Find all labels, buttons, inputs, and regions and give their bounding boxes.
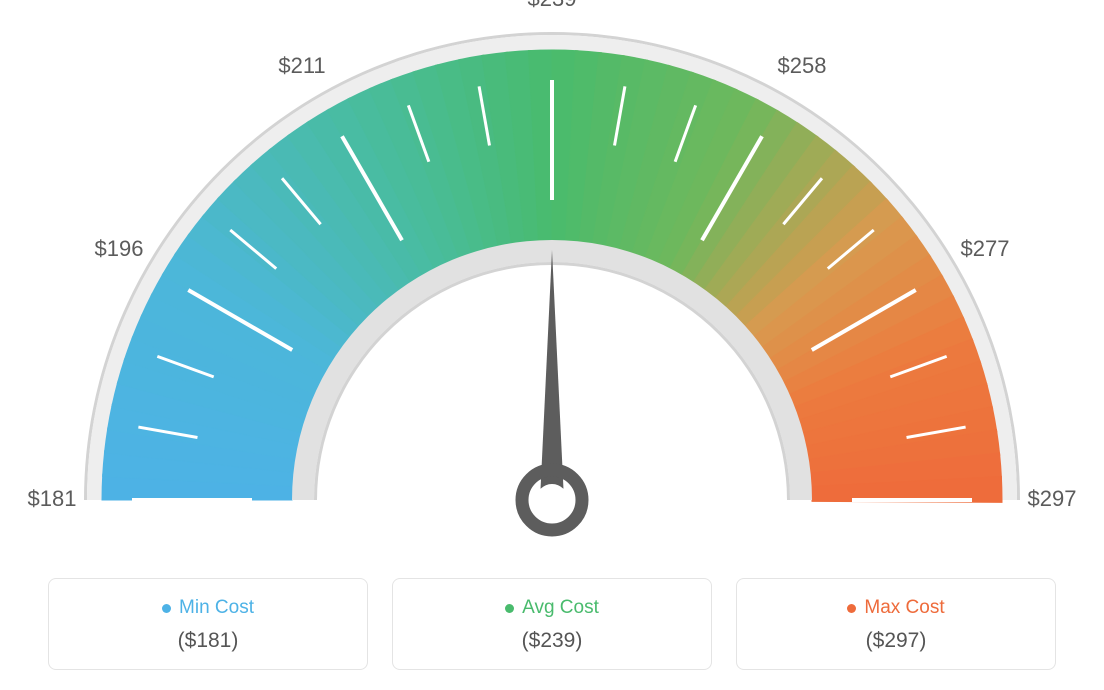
- legend-label: Max Cost: [864, 597, 944, 619]
- gauge-tick-label: $258: [767, 53, 837, 79]
- legend-title-min: Min Cost: [162, 597, 254, 619]
- legend-card-max: Max Cost ($297): [736, 578, 1056, 670]
- gauge-tick-label: $239: [517, 0, 587, 12]
- legend-row: Min Cost ($181) Avg Cost ($239) Max Cost…: [0, 578, 1104, 670]
- gauge-tick-label: $196: [84, 236, 154, 262]
- legend-card-avg: Avg Cost ($239): [392, 578, 712, 670]
- dot-icon: [847, 604, 856, 613]
- gauge-tick-label: $211: [267, 53, 337, 79]
- gauge-chart: $181 $196 $211 $239 $258 $277 $297: [0, 0, 1104, 560]
- gauge-svg: [0, 0, 1104, 560]
- legend-card-min: Min Cost ($181): [48, 578, 368, 670]
- legend-label: Min Cost: [179, 597, 254, 619]
- gauge-tick-label: $297: [1017, 486, 1087, 512]
- legend-value: ($181): [59, 629, 357, 653]
- gauge-tick-label: $277: [950, 236, 1020, 262]
- legend-title-avg: Avg Cost: [505, 597, 599, 619]
- legend-value: ($297): [747, 629, 1045, 653]
- dot-icon: [162, 604, 171, 613]
- legend-title-max: Max Cost: [847, 597, 944, 619]
- legend-label: Avg Cost: [522, 597, 599, 619]
- legend-value: ($239): [403, 629, 701, 653]
- dot-icon: [505, 604, 514, 613]
- gauge-tick-label: $181: [17, 486, 87, 512]
